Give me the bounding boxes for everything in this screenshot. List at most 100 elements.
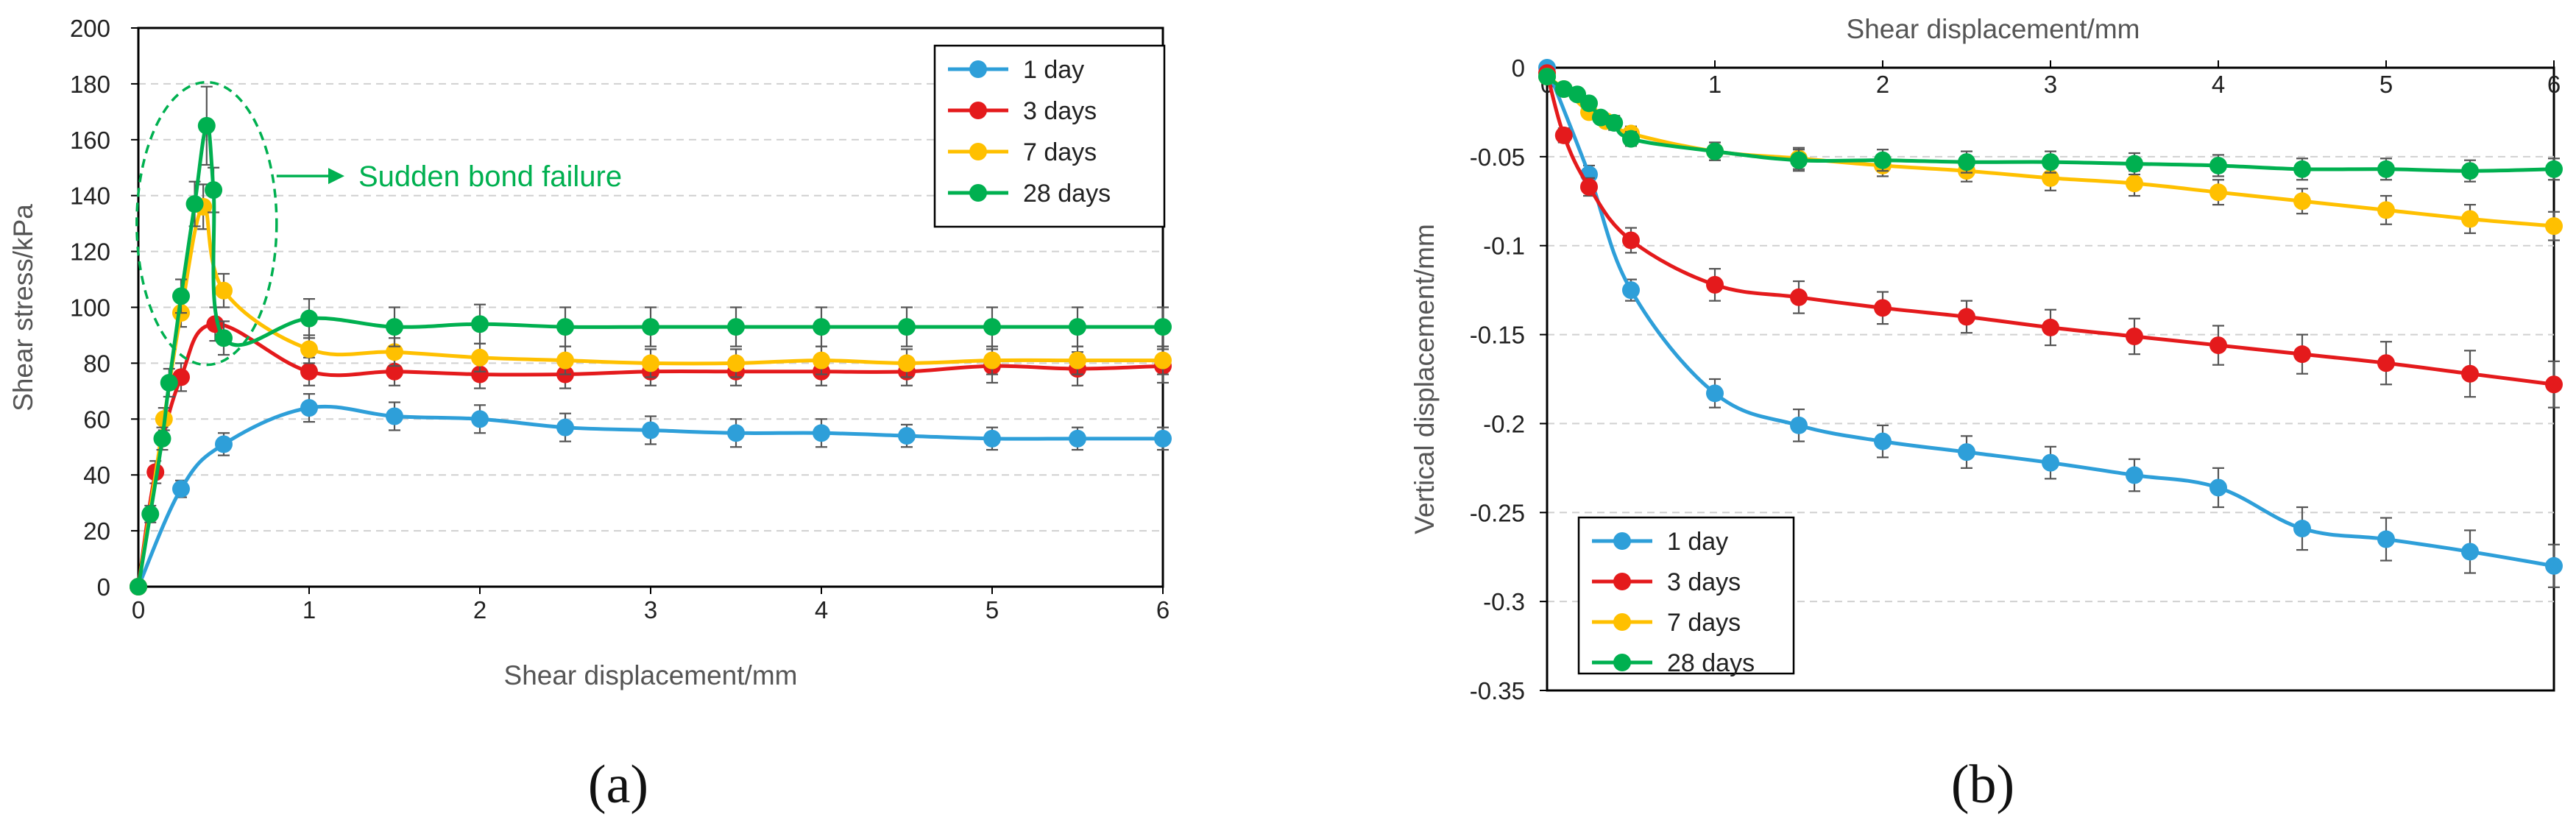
- data-point: [172, 287, 190, 305]
- data-point: [2209, 156, 2227, 174]
- data-point: [556, 418, 574, 437]
- data-point: [2461, 364, 2479, 383]
- chart-a-y-tick-label: 140: [70, 183, 110, 210]
- data-point: [2126, 174, 2143, 193]
- data-point: [386, 318, 403, 336]
- data-point: [1874, 151, 1892, 169]
- chart-b-y-tick-label: -0.3: [1483, 588, 1525, 615]
- chart-a-series-1-day: [130, 393, 1172, 596]
- series-line: [136, 322, 1164, 587]
- chart-b-legend-item: 28 days: [1592, 649, 1755, 677]
- data-point: [813, 424, 830, 442]
- data-point: [2042, 153, 2059, 172]
- chart-a: 0 1 2 3 4 5 6 0 20 40 60 80 100 120 140 160 180 200 Sudd…: [8, 15, 1172, 815]
- chart-a-legend-item: 1 day: [948, 56, 1084, 84]
- legend-label: 28 days: [1023, 180, 1111, 208]
- data-point: [1622, 231, 1640, 250]
- data-point: [2545, 217, 2563, 236]
- data-point: [813, 351, 830, 370]
- data-point: [386, 362, 403, 381]
- chart-b-y-tick-label: -0.25: [1470, 499, 1525, 526]
- data-point: [2209, 183, 2227, 202]
- data-point: [983, 318, 1001, 336]
- data-point: [2042, 318, 2059, 336]
- data-point: [1554, 126, 1573, 144]
- chart-a-x-axis-title: Shear displacement/mm: [504, 660, 798, 690]
- data-point: [727, 424, 745, 442]
- data-point: [197, 116, 216, 135]
- data-point: [300, 309, 318, 328]
- data-point: [1706, 142, 1724, 160]
- data-point: [300, 340, 318, 358]
- data-point: [471, 315, 489, 333]
- chart-b-x-axis-title: Shear displacement/mm: [1847, 14, 2140, 44]
- chart-b-series-3-days: [1538, 64, 2563, 409]
- chart-a-y-tick-label: 0: [97, 573, 110, 601]
- data-point: [386, 343, 403, 361]
- data-point: [898, 427, 916, 445]
- series-line: [136, 205, 1163, 587]
- chart-a-x-tick-label: 1: [302, 596, 316, 623]
- chart-b: 0 1 2 3 4 5 6 0 -0.05 -0.1 -0.15 -0.2 -0.25 -0.3 -0.3…: [1409, 14, 2563, 815]
- chart-b-x-tick-label: 4: [2212, 71, 2225, 98]
- data-point: [215, 435, 233, 453]
- data-point: [1154, 351, 1172, 370]
- chart-b-x-tick-label: 6: [2547, 71, 2561, 98]
- data-point: [1069, 351, 1086, 370]
- data-point: [1554, 80, 1573, 99]
- chart-b-y-tick-label: -0.2: [1483, 410, 1525, 437]
- chart-a-y-tick-label: 60: [83, 406, 110, 433]
- chart-a-legend-item: 3 days: [948, 97, 1097, 125]
- chart-b-x-tick-label: 1: [1708, 71, 1722, 98]
- legend-label: 3 days: [1023, 97, 1097, 125]
- chart-a-y-tick-label: 180: [70, 71, 110, 98]
- legend-label: 7 days: [1023, 138, 1097, 166]
- data-point: [1605, 113, 1624, 132]
- data-point: [1154, 318, 1172, 336]
- chart-a-y-tick-label: 100: [70, 294, 110, 322]
- chart-a-y-tick-label: 40: [83, 462, 110, 489]
- data-point: [2042, 169, 2059, 187]
- data-point: [2377, 201, 2395, 219]
- data-point: [205, 181, 223, 199]
- data-point: [1790, 288, 1808, 306]
- data-point: [386, 407, 403, 425]
- chart-a-series-7-days: [130, 183, 1172, 596]
- chart-a-x-tick-label: 4: [815, 596, 828, 623]
- chart-a-y-axis-title: Shear stress/kPa: [8, 204, 38, 411]
- data-point: [2545, 375, 2563, 394]
- legend-swatch-marker: [969, 184, 987, 202]
- chart-a-y-tick-label: 80: [83, 350, 110, 377]
- chart-a-legend-item: 7 days: [948, 138, 1097, 166]
- chart-b-x-tick-label: 3: [2044, 71, 2057, 98]
- chart-a-annotation-arrow-head: [328, 168, 344, 185]
- legend-swatch-marker: [1613, 573, 1631, 590]
- data-point: [1580, 94, 1598, 113]
- data-point: [642, 354, 659, 372]
- chart-a-panel-label: (a): [588, 755, 648, 815]
- chart-a-series: [130, 85, 1172, 596]
- data-point: [1591, 108, 1610, 127]
- chart-a-annotation-text: Sudden bond failure: [358, 160, 622, 193]
- chart-b-series: [1538, 59, 2563, 588]
- data-point: [160, 373, 178, 392]
- data-point: [1706, 275, 1724, 294]
- chart-b-y-tick-labels: 0 -0.05 -0.1 -0.15 -0.2 -0.25 -0.3 -0.35: [1470, 54, 1547, 704]
- chart-b-y-tick-label: 0: [1512, 54, 1525, 82]
- data-point: [185, 195, 204, 213]
- chart-b-x-tick-label: 2: [1876, 71, 1889, 98]
- data-point: [2377, 354, 2395, 372]
- chart-b-y-tick-label: -0.15: [1470, 322, 1525, 349]
- data-point: [1790, 151, 1808, 169]
- data-point: [983, 429, 1001, 448]
- chart-a-x-tick-label: 0: [132, 596, 145, 623]
- data-point: [898, 318, 916, 336]
- data-point: [2293, 192, 2311, 211]
- data-point: [215, 281, 233, 300]
- data-point: [898, 354, 916, 372]
- chart-b-series-28-days: [1538, 68, 2563, 183]
- chart-a-y-tick-label: 160: [70, 127, 110, 154]
- legend-swatch-marker: [969, 102, 987, 119]
- chart-b-y-axis-title: Vertical displacement/mm: [1409, 224, 1440, 534]
